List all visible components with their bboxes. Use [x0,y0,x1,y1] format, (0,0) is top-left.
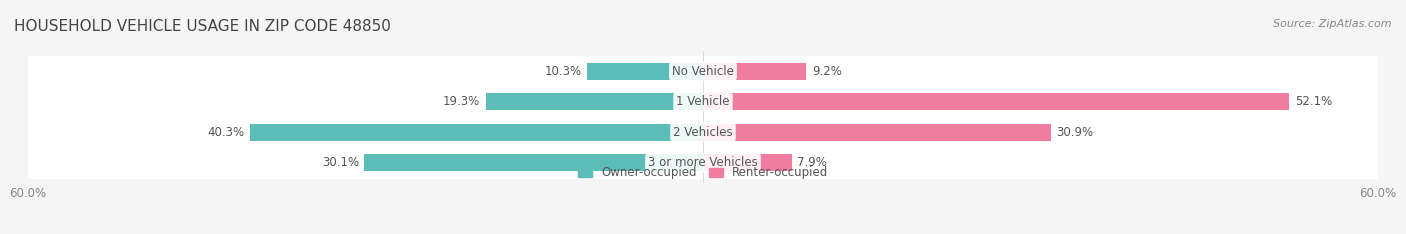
Bar [364,154,703,171]
Text: 30.9%: 30.9% [1056,126,1094,139]
Text: 19.3%: 19.3% [443,95,481,108]
Text: 7.9%: 7.9% [797,156,827,169]
Bar [28,147,1378,178]
Text: No Vehicle: No Vehicle [672,65,734,78]
Bar [588,63,703,80]
Bar [703,154,792,171]
Text: 1 Vehicle: 1 Vehicle [676,95,730,108]
Text: Source: ZipAtlas.com: Source: ZipAtlas.com [1274,19,1392,29]
Bar [703,124,1050,141]
Bar [703,63,807,80]
Bar [28,117,1378,147]
Text: 3 or more Vehicles: 3 or more Vehicles [648,156,758,169]
Bar [28,56,1378,87]
Bar [486,93,703,110]
Text: 40.3%: 40.3% [207,126,245,139]
Legend: Owner-occupied, Renter-occupied: Owner-occupied, Renter-occupied [578,166,828,179]
Bar [250,124,703,141]
Text: 52.1%: 52.1% [1295,95,1331,108]
Text: 10.3%: 10.3% [544,65,582,78]
Text: 2 Vehicles: 2 Vehicles [673,126,733,139]
Text: 9.2%: 9.2% [813,65,842,78]
Bar [28,87,1378,117]
Text: HOUSEHOLD VEHICLE USAGE IN ZIP CODE 48850: HOUSEHOLD VEHICLE USAGE IN ZIP CODE 4885… [14,19,391,34]
Text: 30.1%: 30.1% [322,156,359,169]
Bar [703,93,1289,110]
